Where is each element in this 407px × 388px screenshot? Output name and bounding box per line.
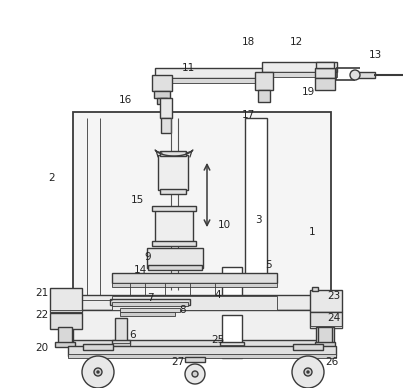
- Circle shape: [304, 368, 312, 376]
- Bar: [185, 357, 205, 362]
- Bar: [262, 62, 337, 72]
- Bar: [160, 98, 172, 118]
- Bar: [152, 206, 196, 211]
- Text: 17: 17: [241, 110, 255, 120]
- Bar: [115, 318, 127, 344]
- Bar: [152, 75, 172, 91]
- Text: 8: 8: [179, 305, 186, 315]
- Bar: [112, 273, 277, 283]
- Text: 9: 9: [144, 252, 151, 262]
- Bar: [161, 118, 171, 133]
- Bar: [245, 118, 267, 285]
- Bar: [120, 308, 180, 312]
- Bar: [316, 327, 334, 344]
- Bar: [50, 310, 82, 312]
- Bar: [73, 112, 331, 340]
- Text: 3: 3: [255, 215, 261, 225]
- Bar: [318, 327, 332, 345]
- Circle shape: [82, 356, 114, 388]
- Bar: [315, 342, 335, 347]
- Text: 21: 21: [35, 288, 48, 298]
- Text: 25: 25: [211, 335, 225, 345]
- Bar: [50, 313, 82, 329]
- Bar: [73, 295, 331, 310]
- Bar: [310, 290, 342, 312]
- Bar: [50, 288, 82, 312]
- Bar: [262, 72, 337, 77]
- Text: 16: 16: [118, 95, 131, 105]
- Circle shape: [97, 371, 99, 373]
- Bar: [315, 78, 335, 90]
- Bar: [112, 340, 130, 345]
- Bar: [158, 155, 188, 190]
- Text: 13: 13: [368, 50, 382, 60]
- Bar: [312, 287, 318, 291]
- Bar: [155, 210, 193, 242]
- Circle shape: [94, 368, 102, 376]
- Bar: [220, 342, 244, 347]
- Bar: [148, 265, 202, 270]
- Bar: [154, 91, 170, 98]
- Bar: [73, 340, 331, 348]
- Bar: [160, 189, 186, 194]
- Text: 15: 15: [130, 195, 144, 205]
- Bar: [112, 343, 130, 346]
- Circle shape: [307, 371, 309, 373]
- Circle shape: [185, 364, 205, 384]
- Bar: [310, 312, 342, 328]
- Text: 7: 7: [147, 293, 153, 303]
- Text: 20: 20: [35, 343, 48, 353]
- Bar: [73, 310, 331, 345]
- Bar: [258, 90, 270, 102]
- Bar: [120, 312, 175, 316]
- Bar: [155, 78, 265, 83]
- Bar: [220, 345, 244, 348]
- Bar: [110, 299, 190, 305]
- Circle shape: [350, 70, 360, 80]
- Bar: [222, 267, 242, 358]
- Text: 1: 1: [309, 227, 315, 237]
- Text: 19: 19: [301, 87, 315, 97]
- Bar: [155, 68, 265, 78]
- Bar: [222, 315, 242, 345]
- Bar: [316, 62, 334, 68]
- Bar: [315, 68, 335, 78]
- Text: 4: 4: [214, 290, 221, 300]
- Bar: [112, 302, 188, 306]
- Bar: [68, 346, 336, 356]
- Bar: [255, 72, 273, 90]
- Text: 24: 24: [327, 313, 341, 323]
- Circle shape: [292, 356, 324, 388]
- Bar: [293, 344, 323, 350]
- Bar: [83, 344, 113, 350]
- Text: 12: 12: [289, 37, 303, 47]
- Bar: [310, 326, 342, 328]
- Text: 6: 6: [130, 330, 136, 340]
- Text: 10: 10: [217, 220, 230, 230]
- Text: 11: 11: [182, 63, 195, 73]
- Bar: [157, 98, 167, 104]
- Circle shape: [192, 371, 198, 377]
- Bar: [112, 283, 277, 287]
- Text: 2: 2: [49, 173, 55, 183]
- Bar: [112, 296, 277, 310]
- Text: 5: 5: [265, 260, 271, 270]
- Bar: [160, 151, 186, 156]
- Text: 22: 22: [35, 310, 48, 320]
- Text: 18: 18: [241, 37, 255, 47]
- Bar: [152, 241, 196, 246]
- Bar: [147, 248, 203, 268]
- Bar: [68, 354, 336, 358]
- Text: 14: 14: [133, 265, 147, 275]
- Text: 27: 27: [171, 357, 185, 367]
- Text: 26: 26: [325, 357, 339, 367]
- Bar: [55, 342, 75, 347]
- Bar: [353, 72, 375, 78]
- Bar: [58, 327, 72, 345]
- Text: 23: 23: [327, 291, 341, 301]
